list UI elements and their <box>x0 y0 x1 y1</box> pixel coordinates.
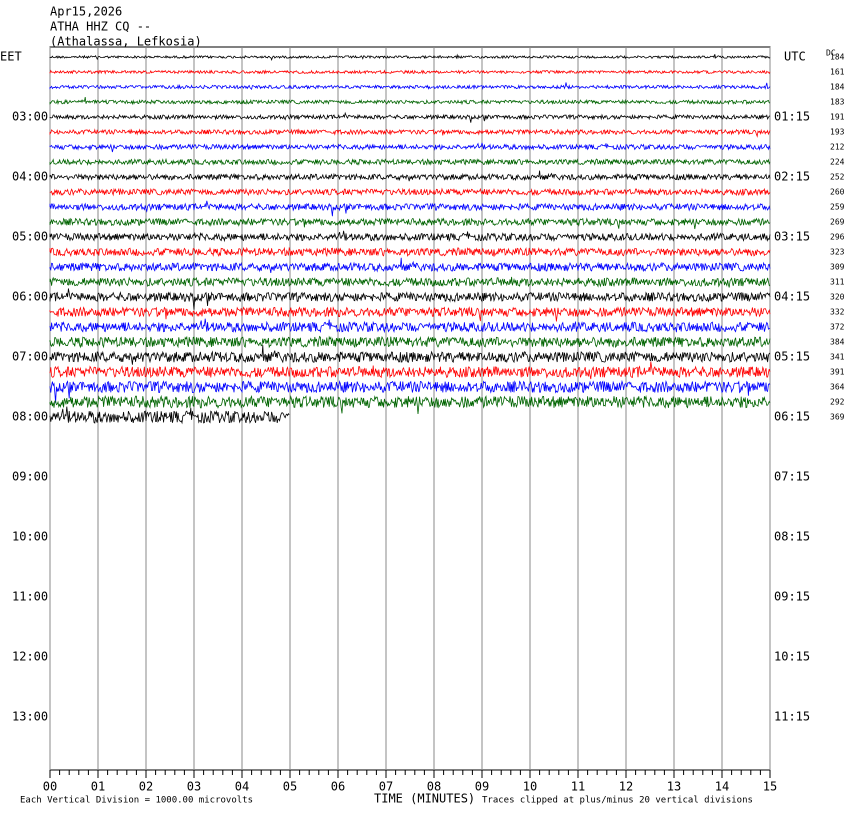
trace <box>49 345 771 365</box>
dc-label: 184 <box>830 83 845 92</box>
x-tick-label: 08 <box>427 780 441 794</box>
dc-label: 269 <box>830 218 845 227</box>
right-time-label: 07:15 <box>774 470 810 484</box>
x-tick-label: 14 <box>715 780 729 794</box>
dc-label: 259 <box>830 203 845 212</box>
note: Each Vertical Division = 1000.00 microvo… <box>20 796 253 806</box>
dc-label: 384 <box>830 338 845 347</box>
title-line: ATHA HHZ CQ -- <box>50 20 151 34</box>
dc-label: 184 <box>830 53 845 62</box>
left-time-label: 03:00 <box>12 110 48 124</box>
right-time-label: 08:15 <box>774 530 810 544</box>
trace <box>49 230 771 243</box>
dc-label: 191 <box>830 113 845 122</box>
left-zone: EET <box>0 50 22 64</box>
x-tick-label: 01 <box>91 780 105 794</box>
dc-label: 193 <box>830 128 845 137</box>
x-tick-label: 04 <box>235 780 249 794</box>
title-line: Apr15,2026 <box>50 5 122 19</box>
trace <box>49 128 771 138</box>
trace <box>49 379 771 404</box>
trace <box>49 335 771 349</box>
trace <box>49 111 771 123</box>
x-tick-label: 05 <box>283 780 297 794</box>
dc-label: 260 <box>830 188 845 197</box>
right-time-label: 01:15 <box>774 110 810 124</box>
x-tick-label: 15 <box>763 780 777 794</box>
x-tick-label: 03 <box>187 780 201 794</box>
right-time-label: 10:15 <box>774 650 810 664</box>
trace <box>49 200 771 217</box>
dc-label: 161 <box>830 68 845 77</box>
left-time-label: 11:00 <box>12 590 48 604</box>
left-time-label: 13:00 <box>12 710 48 724</box>
trace <box>49 318 771 334</box>
x-tick-label: 06 <box>331 780 345 794</box>
right-time-label: 06:15 <box>774 410 810 424</box>
x-tick-label: 13 <box>667 780 681 794</box>
right-zone: UTC <box>784 50 806 64</box>
dc-label: 391 <box>830 368 845 377</box>
trace <box>49 257 771 273</box>
dc-label: 323 <box>830 248 845 257</box>
dc-label: 252 <box>830 173 845 182</box>
trace <box>49 394 771 415</box>
right-time-label: 11:15 <box>774 710 810 724</box>
trace <box>49 187 771 197</box>
x-tick-label: 12 <box>619 780 633 794</box>
trace <box>49 97 771 106</box>
right-time-label: 04:15 <box>774 290 810 304</box>
left-time-label: 04:00 <box>12 170 48 184</box>
dc-label: 212 <box>830 143 845 152</box>
x-tick-label: 10 <box>523 780 537 794</box>
x-tick-label: 11 <box>571 780 585 794</box>
dc-header: DC <box>826 49 836 58</box>
dc-label: 311 <box>830 278 845 287</box>
dc-label: 292 <box>830 398 845 407</box>
trace <box>49 406 290 425</box>
right-time-label: 02:15 <box>774 170 810 184</box>
dc-label: 224 <box>830 158 845 167</box>
x-tick-label: 07 <box>379 780 393 794</box>
trace <box>49 170 771 182</box>
trace <box>49 157 771 167</box>
trace <box>49 217 771 230</box>
left-time-label: 09:00 <box>12 470 48 484</box>
dc-label: 183 <box>830 98 845 107</box>
dc-label: 341 <box>830 353 845 362</box>
trace <box>49 288 771 310</box>
left-time-label: 08:00 <box>12 410 48 424</box>
dc-label: 320 <box>830 293 845 302</box>
trace <box>49 69 771 75</box>
left-time-label: 10:00 <box>12 530 48 544</box>
dc-label: 332 <box>830 308 845 317</box>
dc-label: 296 <box>830 233 845 242</box>
left-time-label: 05:00 <box>12 230 48 244</box>
dc-label: 372 <box>830 323 845 332</box>
dc-label: 364 <box>830 383 845 392</box>
trace <box>49 142 771 153</box>
trace <box>49 306 771 322</box>
note: Traces clipped at plus/minus 20 vertical… <box>482 796 753 806</box>
right-time-label: 09:15 <box>774 590 810 604</box>
x-tick-label: 00 <box>43 780 57 794</box>
left-time-label: 06:00 <box>12 290 48 304</box>
left-time-label: 12:00 <box>12 650 48 664</box>
trace <box>49 361 771 380</box>
plot-frame <box>49 46 771 771</box>
x-tick-label: 02 <box>139 780 153 794</box>
x-tick-label: 09 <box>475 780 489 794</box>
trace <box>49 246 771 258</box>
trace <box>49 82 771 91</box>
right-time-label: 03:15 <box>774 230 810 244</box>
trace <box>49 276 771 288</box>
left-time-label: 07:00 <box>12 350 48 364</box>
x-axis-label: TIME (MINUTES) <box>374 792 475 806</box>
title-line: (Athalassa, Lefkosia) <box>50 35 202 49</box>
right-time-label: 05:15 <box>774 350 810 364</box>
trace <box>49 53 771 61</box>
dc-label: 369 <box>830 413 845 422</box>
dc-label: 309 <box>830 263 845 272</box>
